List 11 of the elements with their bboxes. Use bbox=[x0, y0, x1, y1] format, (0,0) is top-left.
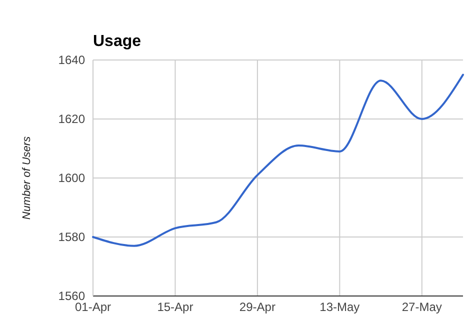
x-tick-label: 27-May bbox=[402, 300, 442, 314]
x-tick-label: 15-Apr bbox=[157, 300, 194, 314]
x-tick-label: 13-May bbox=[320, 300, 360, 314]
x-tick-label: 29-Apr bbox=[239, 300, 276, 314]
y-tick-label: 1640 bbox=[58, 53, 86, 68]
y-tick-label: 1620 bbox=[58, 112, 86, 126]
line-series bbox=[92, 74, 464, 247]
y-tick-label: 1580 bbox=[58, 230, 86, 244]
chart-title: Usage bbox=[93, 33, 142, 50]
y-axis-title: Number of Users bbox=[21, 136, 33, 220]
y-tick-label: 1600 bbox=[58, 171, 86, 186]
